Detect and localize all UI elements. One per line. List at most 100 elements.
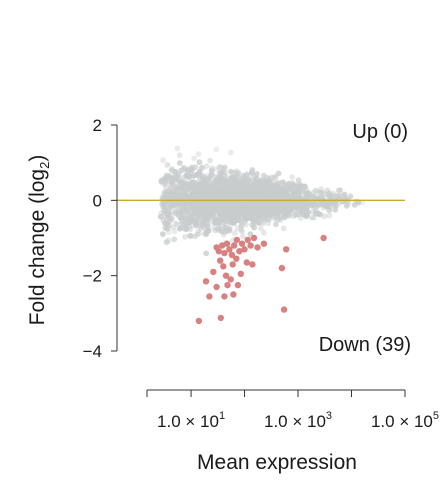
- background-point: [240, 172, 247, 179]
- background-point: [176, 160, 183, 166]
- background-point: [191, 155, 198, 162]
- background-point: [232, 212, 239, 219]
- background-point: [207, 174, 214, 181]
- significant-point: [241, 246, 248, 253]
- significant-point: [260, 240, 268, 247]
- significant-point: [223, 240, 231, 247]
- background-point: [265, 220, 272, 227]
- background-point: [250, 184, 257, 191]
- background-point: [238, 219, 245, 225]
- background-point: [317, 211, 324, 218]
- x-tick-exponent: 3: [326, 410, 332, 422]
- background-point: [207, 157, 214, 164]
- background-point: [192, 233, 199, 240]
- background-point: [161, 189, 168, 196]
- significant-point: [243, 259, 250, 266]
- significant-point: [234, 281, 242, 289]
- background-point: [210, 224, 217, 231]
- significant-point: [233, 236, 241, 244]
- significant-point: [227, 276, 234, 283]
- background-point: [171, 228, 178, 235]
- x-ticks: 1.0 × 101 1.0 × 103 1.0 × 105: [146, 390, 439, 431]
- significant-point: [206, 293, 213, 300]
- significant-point: [237, 270, 244, 277]
- background-point: [228, 215, 235, 222]
- y-axis-title-close: ): [26, 155, 49, 162]
- background-point: [255, 204, 262, 211]
- significant-point: [247, 242, 254, 249]
- x-tick-label: 1.0 × 105: [371, 410, 439, 431]
- background-point: [182, 233, 188, 240]
- background-point: [282, 200, 289, 207]
- background-point: [212, 212, 219, 219]
- background-point: [195, 211, 202, 217]
- background-point: [164, 192, 171, 199]
- background-point: [201, 205, 208, 212]
- significant-point: [226, 246, 233, 253]
- background-point: [208, 167, 215, 174]
- y-tick-label: −4: [83, 342, 102, 361]
- background-point: [199, 183, 206, 190]
- background-point: [196, 159, 203, 166]
- background-point: [316, 201, 323, 208]
- background-point: [272, 221, 279, 228]
- background-point: [233, 214, 239, 221]
- background-point: [262, 190, 269, 197]
- y-ticks: 2 0 −2 −4: [83, 116, 117, 361]
- background-point: [178, 220, 185, 227]
- background-point: [271, 187, 277, 193]
- background-point: [196, 169, 203, 176]
- background-point: [190, 212, 196, 219]
- significant-point: [195, 317, 203, 325]
- background-point: [189, 201, 196, 208]
- significant-point: [221, 293, 228, 300]
- background-point: [228, 219, 234, 226]
- background-point: [223, 180, 230, 187]
- background-point: [347, 193, 354, 200]
- background-point: [173, 183, 179, 190]
- background-point: [245, 215, 252, 221]
- significant-point: [236, 248, 243, 255]
- background-point: [183, 226, 190, 233]
- background-point: [231, 230, 238, 236]
- background-point: [273, 211, 280, 218]
- background-point: [272, 205, 279, 211]
- background-point: [295, 177, 302, 184]
- background-point: [160, 157, 167, 164]
- significant-point: [244, 236, 251, 244]
- background-point: [309, 214, 315, 221]
- background-point: [300, 206, 306, 213]
- background-point: [303, 212, 310, 218]
- significant-points: [195, 234, 327, 325]
- background-point: [228, 149, 234, 156]
- background-point: [204, 221, 211, 228]
- significant-point: [233, 255, 240, 262]
- background-point: [201, 189, 208, 196]
- background-point: [277, 195, 283, 201]
- background-point: [310, 208, 317, 215]
- background-point: [219, 228, 225, 235]
- background-point: [245, 192, 252, 199]
- significant-point: [228, 251, 236, 259]
- background-point: [241, 207, 248, 214]
- background-point: [192, 164, 199, 171]
- background-point: [209, 185, 216, 192]
- background-point: [291, 193, 298, 200]
- significant-point: [213, 283, 220, 291]
- background-point: [321, 194, 327, 201]
- background-point: [167, 190, 174, 197]
- background-point: [196, 203, 203, 209]
- background-point: [295, 189, 302, 195]
- background-point: [254, 190, 261, 197]
- background-point: [160, 200, 167, 207]
- background-point: [267, 211, 273, 218]
- background-point: [326, 212, 333, 219]
- background-point: [201, 203, 207, 210]
- background-point: [220, 228, 227, 235]
- background-point: [175, 173, 182, 179]
- background-point: [274, 183, 281, 190]
- background-point: [280, 204, 287, 211]
- background-point: [193, 221, 199, 227]
- y-axis-title: Fold change (log2): [26, 155, 52, 326]
- background-point: [244, 176, 251, 183]
